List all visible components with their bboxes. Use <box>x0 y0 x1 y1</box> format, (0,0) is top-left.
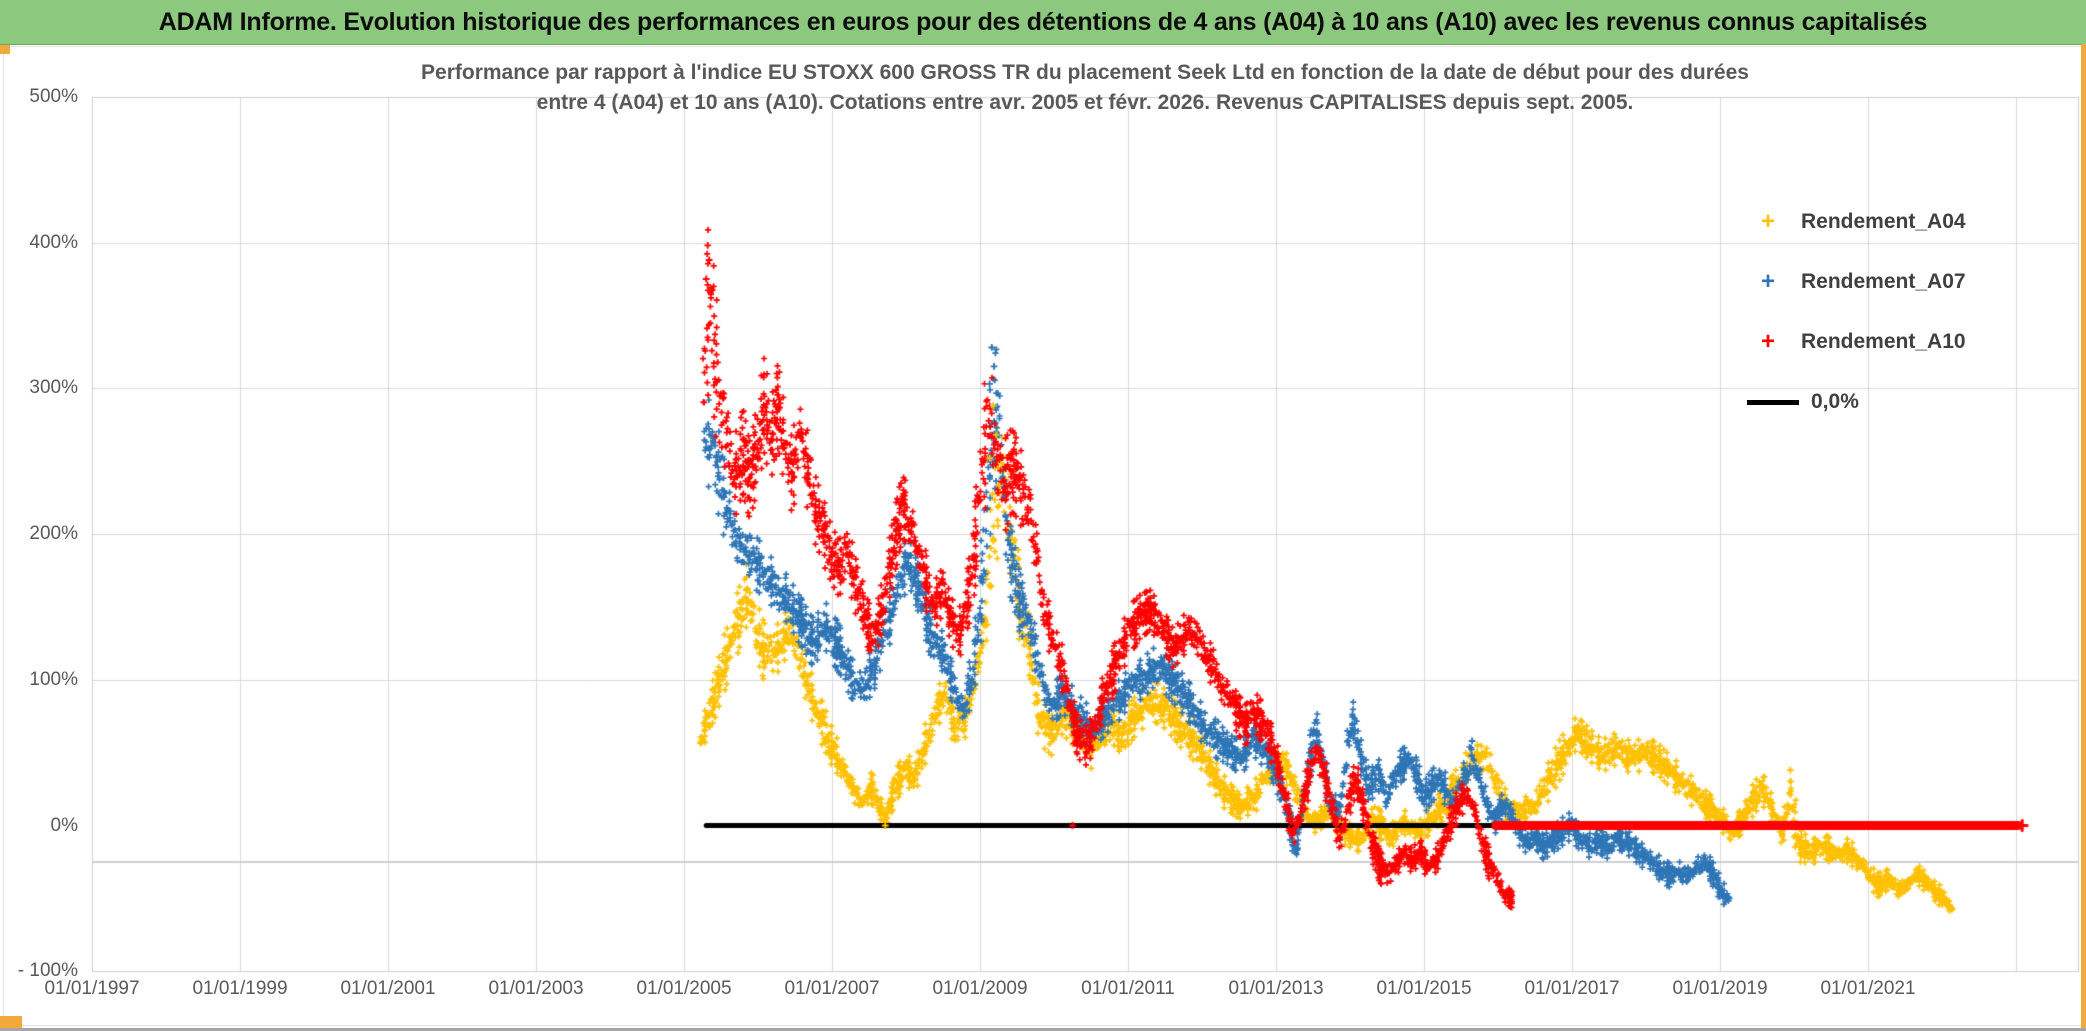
legend-label: 0,0% <box>1811 390 1859 413</box>
gold-bottom-left-accent <box>0 1016 22 1028</box>
gold-top-left-accent <box>0 45 10 54</box>
legend-label: Rendement_A07 <box>1801 270 1966 293</box>
y-tick-label: 0% <box>50 814 78 836</box>
plus-marker-icon: + <box>1760 208 1775 235</box>
plus-marker-icon: + <box>1760 268 1775 295</box>
x-tick-label: 01/01/2015 <box>1376 978 1472 999</box>
x-tick-label: 01/01/2019 <box>1672 978 1768 999</box>
x-tick-label: 01/01/2009 <box>932 978 1028 999</box>
x-tick-label: 01/01/2003 <box>488 978 584 999</box>
zero-line-icon <box>1747 399 1799 405</box>
chart-legend: + Rendement_A04 + Rendement_A07 + Rendem… <box>1747 192 1966 432</box>
y-tick-label: 300% <box>29 377 78 399</box>
chart-title-line1: Performance par rapport à l'indice EU ST… <box>421 61 1749 84</box>
y-tick-label: 500% <box>29 85 78 107</box>
y-tick-label: 400% <box>29 231 78 253</box>
legend-item-rendement-a07: + Rendement_A07 <box>1747 252 1966 312</box>
bottom-edge <box>0 1028 2086 1031</box>
legend-label: Rendement_A04 <box>1801 210 1966 233</box>
y-tick-label: - 100% <box>17 960 78 982</box>
legend-label: Rendement_A10 <box>1801 330 1966 353</box>
legend-item-rendement-a04: + Rendement_A04 <box>1747 192 1966 252</box>
x-tick-label: 01/01/2017 <box>1524 978 1620 999</box>
gold-right-edge <box>2081 44 2086 1031</box>
chart-title-line2: entre 4 (A04) et 10 ans (A10). Cotations… <box>536 91 1634 114</box>
x-tick-label: 01/01/1997 <box>44 978 140 999</box>
y-tick-label: 100% <box>29 668 78 690</box>
legend-item-zero-line: 0,0% <box>1747 372 1966 432</box>
x-tick-label: 01/01/1999 <box>192 978 288 999</box>
chart-title: Performance par rapport à l'indice EU ST… <box>92 58 2078 118</box>
x-tick-label: 01/01/2011 <box>1081 978 1175 999</box>
x-tick-label: 01/01/2007 <box>784 978 880 999</box>
x-tick-label: 01/01/2005 <box>636 978 732 999</box>
header-bar: ADAM Informe. Evolution historique des p… <box>0 0 2086 45</box>
x-tick-label: 01/01/2013 <box>1228 978 1324 999</box>
plus-marker-icon: + <box>1760 328 1775 355</box>
legend-item-rendement-a10: + Rendement_A10 <box>1747 312 1966 372</box>
x-tick-label: 01/01/2001 <box>340 978 436 999</box>
page-title: ADAM Informe. Evolution historique des p… <box>158 7 1928 36</box>
y-tick-label: 200% <box>29 523 78 544</box>
x-tick-label: 01/01/2021 <box>1820 978 1916 999</box>
